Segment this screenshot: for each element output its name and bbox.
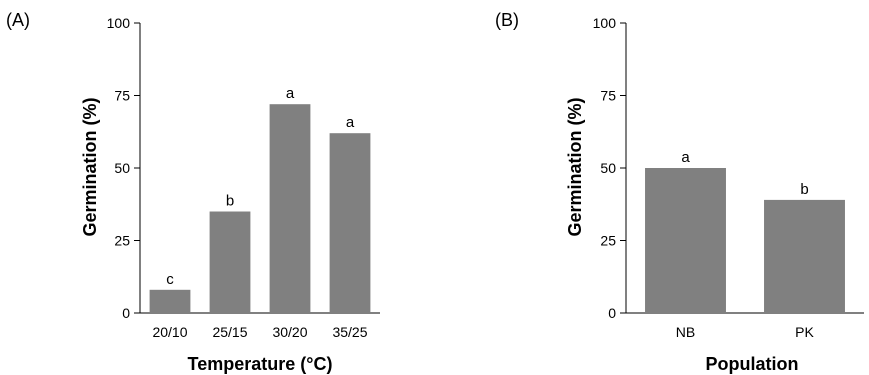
x-tick-label: 25/15 — [212, 324, 247, 340]
x-tick-label: PK — [795, 324, 814, 340]
y-tick-label: 0 — [608, 305, 616, 321]
y-tick-label: 75 — [600, 88, 616, 104]
significance-letter: a — [286, 85, 295, 102]
bar-30/20 — [269, 104, 311, 313]
y-axis-title-a: Germination (%) — [80, 97, 100, 236]
significance-letter: a — [346, 114, 355, 131]
significance-letter: b — [226, 193, 234, 210]
x-tick-label: 35/25 — [332, 324, 367, 340]
x-tick-label: NB — [676, 324, 695, 340]
bar-20/10 — [149, 289, 191, 313]
y-tick-label: 0 — [122, 305, 130, 321]
y-tick-label: 50 — [114, 160, 130, 176]
y-tick-label: 100 — [107, 15, 131, 31]
bar-35/25 — [329, 133, 371, 313]
y-tick-label: 75 — [114, 88, 130, 104]
x-axis-title-a: Temperature (°C) — [188, 354, 333, 374]
significance-letter: c — [166, 271, 174, 288]
y-tick-label: 100 — [593, 15, 617, 31]
bar-PK — [764, 199, 845, 313]
y-tick-label: 25 — [114, 233, 130, 249]
chart-panel-a: (A) Temperature (°C) Germination (%) 0 25… — [6, 10, 380, 374]
significance-letter: b — [800, 181, 808, 198]
chart-panel-b: (B) Population Germination (%) 0 25 50 75 10… — [495, 10, 864, 374]
x-axis-title-b: Population — [706, 354, 799, 374]
panel-label-a: (A) — [6, 10, 30, 30]
bar-NB — [645, 168, 726, 313]
x-tick-label: 20/10 — [152, 324, 187, 340]
significance-letter: a — [681, 149, 690, 166]
y-tick-label: 25 — [600, 233, 616, 249]
y-tick-label: 50 — [600, 160, 616, 176]
x-tick-label: 30/20 — [272, 324, 307, 340]
bar-25/15 — [209, 211, 251, 313]
y-axis-title-b: Germination (%) — [565, 97, 585, 236]
panel-label-b: (B) — [495, 10, 519, 30]
